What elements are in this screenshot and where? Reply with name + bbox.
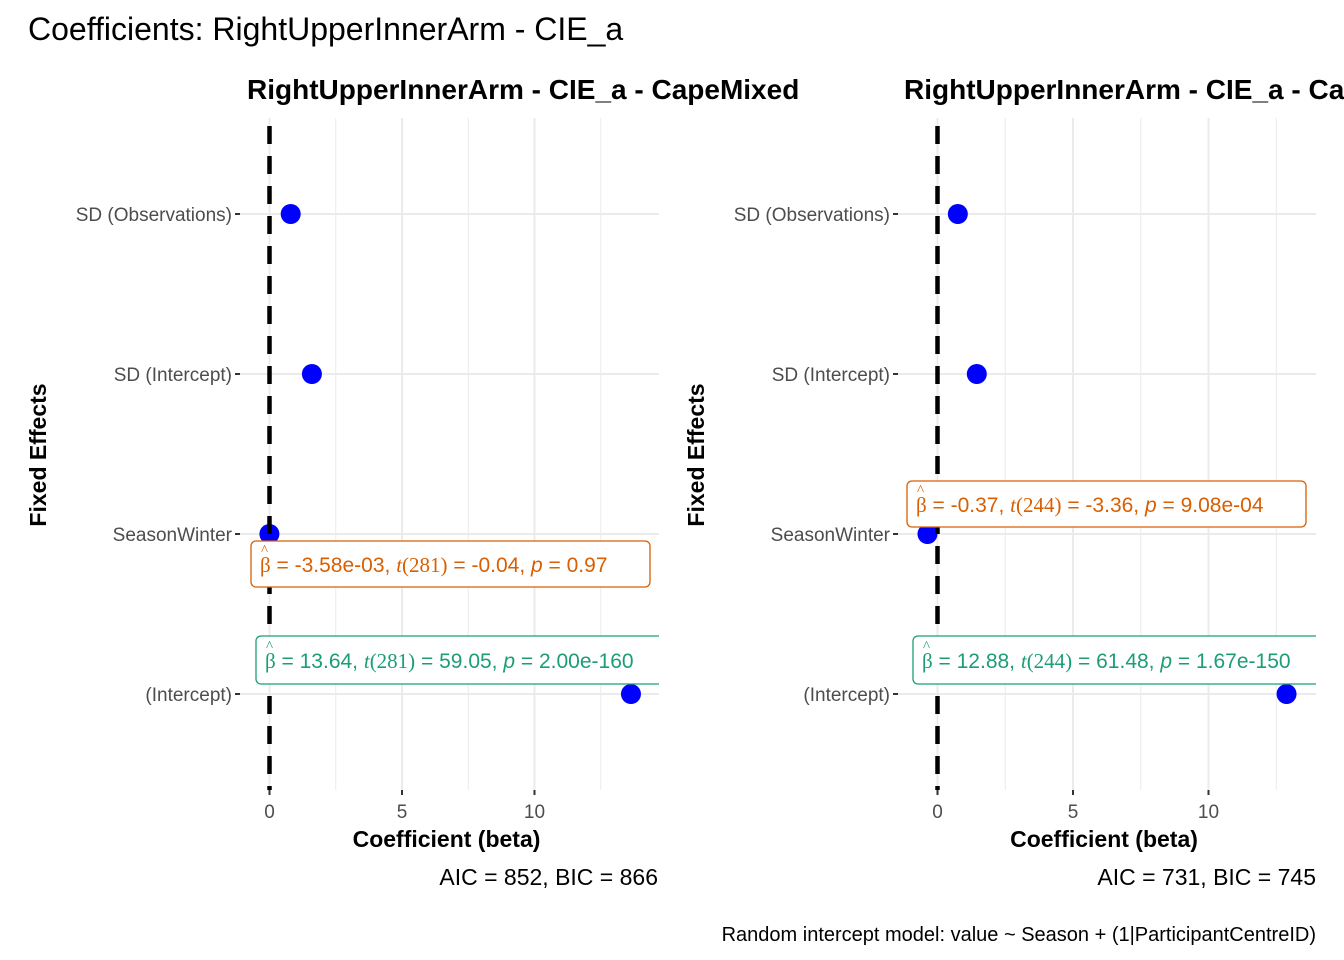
- y-axis-title: Fixed Effects: [25, 383, 51, 526]
- coefficient-point: [301, 364, 322, 384]
- y-axis-title: Fixed Effects: [683, 383, 709, 526]
- x-axis-title: Coefficient (beta): [353, 826, 541, 852]
- annotation-group: ^β = -3.58e-03, t(281) = -0.04, p = 0.97…: [250, 540, 659, 685]
- panel-title: RightUpperInnerArm - CIE_a - CapeMixed: [247, 74, 799, 105]
- annotation-label-box: [255, 635, 659, 685]
- annotation-label-box: [250, 540, 651, 588]
- coefficient-point: [280, 204, 301, 224]
- panel-title: RightUpperInnerArm - CIE_a - CapeMixed: [904, 74, 1344, 105]
- hat-glyph: ^: [261, 543, 268, 559]
- panel-right: RightUpperInnerArm - CIE_a - CapeMixed SD…: [683, 74, 1344, 890]
- hat-glyph: ^: [923, 639, 930, 655]
- x-tick-label: 0: [932, 802, 943, 823]
- y-tick-label: SD (Intercept): [772, 365, 890, 386]
- annotation-group: ^β = -0.37, t(244) = -3.36, p = 9.08e-04…: [906, 480, 1316, 685]
- panel-left: RightUpperInnerArm - CIE_a - CapeMixed SD…: [25, 74, 799, 890]
- y-tick-label: SeasonWinter: [113, 525, 233, 546]
- x-tick-label: 5: [1068, 802, 1079, 823]
- annotation-text: β = -3.58e-03, t(281) = -0.04, p = 0.97: [260, 553, 608, 577]
- x-tick-label: 0: [264, 802, 275, 823]
- model-fit-info: AIC = 852, BIC = 866: [439, 864, 658, 890]
- annotation-label-box: [912, 635, 1316, 685]
- annotation-text: β = 12.88, t(244) = 61.48, p = 1.67e-150: [922, 649, 1291, 673]
- annotation-label-box: [906, 480, 1307, 528]
- y-tick-label: SD (Observations): [76, 205, 232, 226]
- x-axis-title: Coefficient (beta): [1010, 826, 1198, 852]
- coefficient-point: [620, 684, 641, 704]
- figure-title: Coefficients: RightUpperInnerArm - CIE_a: [28, 11, 623, 47]
- y-tick-label: (Intercept): [803, 685, 890, 706]
- coefficient-point: [917, 524, 938, 544]
- annotation-text: β = -0.37, t(244) = -3.36, p = 9.08e-04: [916, 493, 1264, 517]
- x-tick-label: 10: [1198, 802, 1219, 823]
- coefficient-point: [966, 364, 987, 384]
- y-tick-label: SD (Intercept): [114, 365, 232, 386]
- annotation-text: β = 13.64, t(281) = 59.05, p = 2.00e-160: [265, 649, 634, 673]
- hat-glyph: ^: [917, 483, 924, 499]
- hat-glyph: ^: [266, 639, 273, 655]
- x-tick-label: 5: [397, 802, 408, 823]
- coefficient-point: [947, 204, 968, 224]
- model-fit-info: AIC = 731, BIC = 745: [1097, 864, 1316, 890]
- x-tick-label: 10: [524, 802, 545, 823]
- model-caption: Random intercept model: value ~ Season +…: [722, 924, 1316, 946]
- coefficient-point: [1276, 684, 1297, 704]
- y-tick-label: SD (Observations): [734, 205, 890, 226]
- y-tick-label: SeasonWinter: [771, 525, 891, 546]
- y-tick-label: (Intercept): [145, 685, 232, 706]
